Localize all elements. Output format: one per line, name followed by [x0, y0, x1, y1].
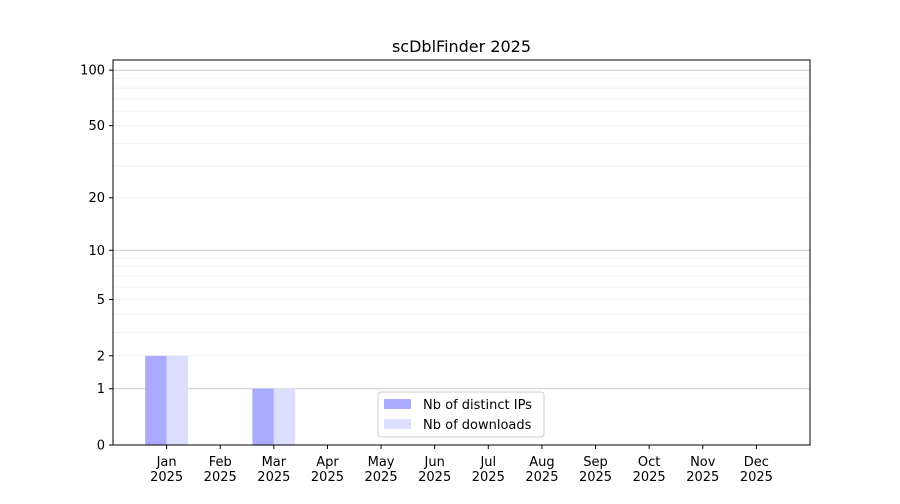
x-tick-label: Feb 2025 — [204, 455, 237, 485]
x-tick-label: Dec 2025 — [740, 455, 773, 485]
y-tick-label: 0 — [97, 439, 105, 454]
bar-ips — [145, 355, 167, 445]
y-tick-label: 2 — [97, 349, 105, 364]
x-tick-label: Jul 2025 — [472, 455, 505, 485]
x-tick-label: May 2025 — [365, 455, 398, 485]
x-tick-label: Apr 2025 — [311, 455, 344, 485]
y-tick-label: 100 — [80, 64, 105, 79]
legend-label: Nb of downloads — [423, 418, 532, 433]
legend-box — [377, 391, 545, 438]
x-tick-label: Oct 2025 — [633, 455, 666, 485]
x-tick-label: Mar 2025 — [257, 455, 290, 485]
y-tick-label: 50 — [88, 119, 105, 134]
axes-frame — [112, 59, 811, 446]
x-tick-label: Nov 2025 — [686, 455, 719, 485]
legend-swatch — [384, 399, 411, 409]
legend-label: Nb of distinct IPs — [423, 398, 532, 413]
legend-swatch — [384, 419, 411, 429]
y-tick-label: 1 — [97, 382, 105, 397]
chart-title: scDblFinder 2025 — [392, 37, 531, 56]
y-tick-label: 5 — [97, 293, 105, 308]
bar-ips — [252, 388, 274, 445]
y-tick-label: 20 — [88, 191, 105, 206]
x-tick-label: Aug 2025 — [525, 455, 558, 485]
x-tick-label: Sep 2025 — [579, 455, 612, 485]
bar-downloads — [166, 355, 189, 445]
y-tick-label: 10 — [88, 244, 105, 259]
bar-downloads — [273, 388, 296, 445]
x-tick-label: Jun 2025 — [418, 455, 451, 485]
x-tick-label: Jan 2025 — [150, 455, 183, 485]
